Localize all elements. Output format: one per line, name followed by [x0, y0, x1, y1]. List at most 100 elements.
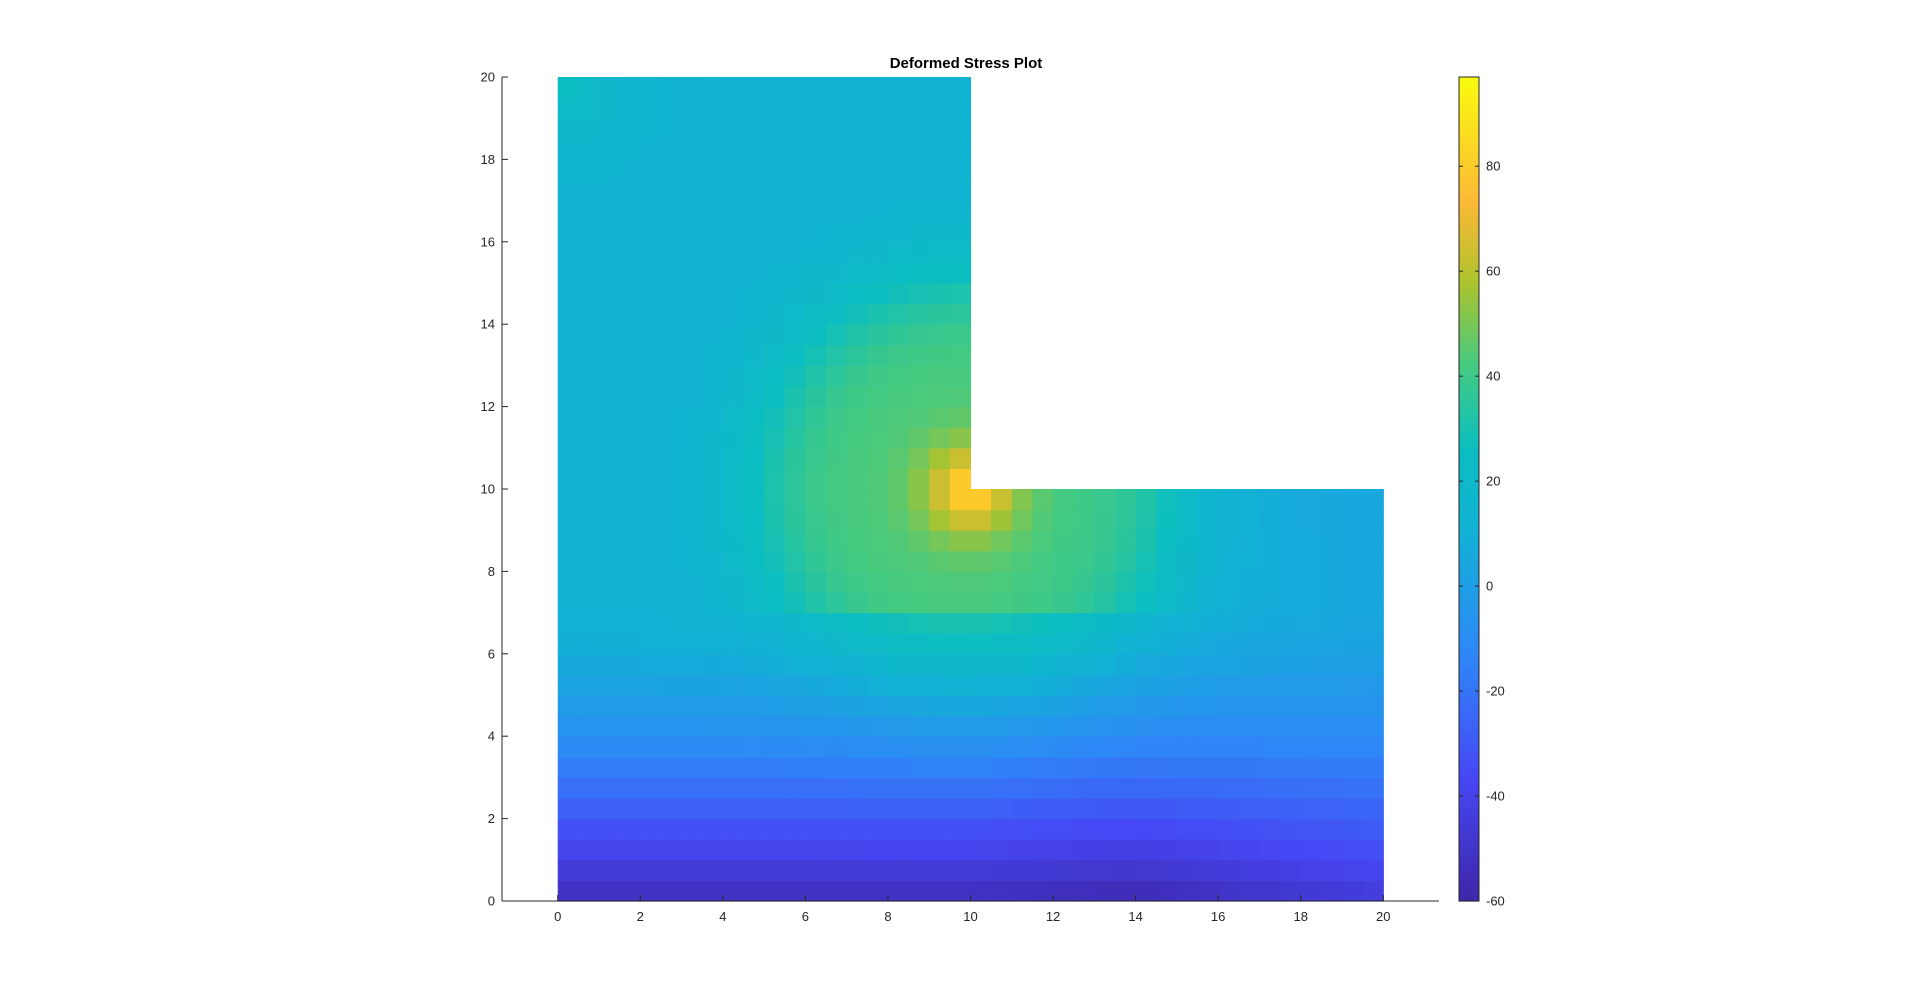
- heatmap-cell: [1259, 530, 1281, 552]
- heatmap-cell: [887, 447, 910, 469]
- heatmap-cell: [1114, 674, 1137, 696]
- heatmap-cell: [908, 447, 930, 469]
- colorbar-segment: [1459, 667, 1479, 675]
- heatmap-cell: [702, 715, 724, 737]
- heatmap-cell: [887, 241, 910, 263]
- heatmap-cell: [826, 489, 848, 511]
- heatmap-cell: [908, 221, 930, 243]
- heatmap-cell: [743, 653, 765, 675]
- heatmap-cell: [846, 180, 868, 202]
- heatmap-cell: [929, 324, 951, 346]
- heatmap-cell: [1197, 653, 1219, 675]
- y-tick-label: 14: [481, 317, 495, 332]
- heatmap-cell: [867, 777, 889, 799]
- heatmap-cell: [1156, 880, 1178, 902]
- heatmap-cell: [619, 592, 641, 614]
- heatmap-cell: [1114, 777, 1137, 799]
- heatmap-cell: [846, 344, 868, 366]
- heatmap-cell: [929, 262, 951, 284]
- heatmap-cell: [743, 695, 765, 717]
- heatmap-cell: [1300, 839, 1322, 861]
- heatmap-cell: [722, 880, 745, 902]
- heatmap-cell: [619, 283, 641, 305]
- heatmap-cell: [1114, 715, 1137, 737]
- heatmap-cell: [557, 530, 579, 552]
- heatmap-cell: [681, 159, 703, 181]
- heatmap-cell: [660, 674, 683, 696]
- heatmap-cell: [867, 695, 889, 717]
- heatmap-cell: [784, 530, 806, 552]
- heatmap-cell: [846, 365, 868, 387]
- heatmap-cell: [846, 97, 868, 119]
- heatmap-cell: [619, 489, 641, 511]
- heatmap-cell: [681, 406, 703, 428]
- heatmap-cell: [867, 447, 889, 469]
- heatmap-cell: [949, 221, 972, 243]
- heatmap-cell: [1342, 592, 1364, 614]
- heatmap-cell: [702, 839, 724, 861]
- heatmap-cell: [743, 303, 765, 325]
- heatmap-cell: [1176, 489, 1199, 511]
- heatmap-cell: [640, 365, 662, 387]
- colorbar-segment: [1459, 324, 1479, 332]
- heatmap-cell: [1094, 571, 1116, 593]
- heatmap-cell: [784, 406, 806, 428]
- heatmap-cell: [660, 756, 683, 778]
- heatmap-cell: [599, 365, 621, 387]
- heatmap-cell: [619, 695, 641, 717]
- heatmap-cell: [929, 118, 951, 140]
- heatmap-cell: [805, 880, 827, 902]
- heatmap-cell: [1032, 653, 1054, 675]
- heatmap-cell: [846, 283, 868, 305]
- heatmap-cell: [619, 653, 641, 675]
- heatmap-cell: [846, 468, 868, 490]
- heatmap-cell: [970, 756, 992, 778]
- heatmap-cell: [805, 715, 827, 737]
- heatmap-cell: [1053, 756, 1075, 778]
- heatmap-cell: [784, 592, 806, 614]
- colorbar-segment: [1459, 296, 1479, 305]
- heatmap-cell: [1259, 612, 1281, 634]
- heatmap-cell: [1053, 633, 1075, 655]
- heatmap-cell: [1280, 736, 1302, 758]
- heatmap-cell: [1321, 571, 1343, 593]
- heatmap-cell: [619, 756, 641, 778]
- heatmap-cell: [1073, 756, 1095, 778]
- heatmap-cell: [1135, 880, 1157, 902]
- heatmap-cell: [887, 653, 910, 675]
- heatmap-cell: [702, 653, 724, 675]
- heatmap-cell: [702, 571, 724, 593]
- heatmap-cell: [949, 180, 972, 202]
- heatmap-cell: [702, 489, 724, 511]
- heatmap-cell: [640, 447, 662, 469]
- heatmap-cell: [1073, 777, 1095, 799]
- heatmap-cell: [578, 200, 600, 222]
- heatmap-cell: [681, 530, 703, 552]
- heatmap-cell: [1197, 592, 1219, 614]
- heatmap-cell: [702, 200, 724, 222]
- heatmap-cell: [681, 283, 703, 305]
- heatmap-cell: [1053, 612, 1075, 634]
- heatmap-cell: [1218, 489, 1240, 511]
- heatmap-cell: [1321, 756, 1343, 778]
- heatmap-cell: [764, 612, 786, 634]
- heatmap-cell: [557, 77, 579, 99]
- heatmap-cell: [784, 180, 806, 202]
- heatmap-cell: [784, 303, 806, 325]
- heatmap-cell: [1011, 695, 1034, 717]
- heatmap-cell: [949, 200, 972, 222]
- heatmap-cell: [1094, 798, 1116, 820]
- heatmap-cell: [1156, 489, 1178, 511]
- heatmap-cell: [826, 715, 848, 737]
- heatmap-cell: [1011, 592, 1034, 614]
- heatmap-cell: [908, 241, 930, 263]
- colorbar-segment: [1459, 159, 1479, 167]
- heatmap-cell: [599, 736, 621, 758]
- heatmap-cell: [1218, 859, 1240, 881]
- heatmap-cell: [929, 756, 951, 778]
- heatmap-cell: [557, 612, 579, 634]
- heatmap-cell: [557, 818, 579, 840]
- heatmap-cell: [846, 509, 868, 531]
- heatmap-cell: [908, 77, 930, 99]
- colorbar-segment: [1459, 509, 1479, 518]
